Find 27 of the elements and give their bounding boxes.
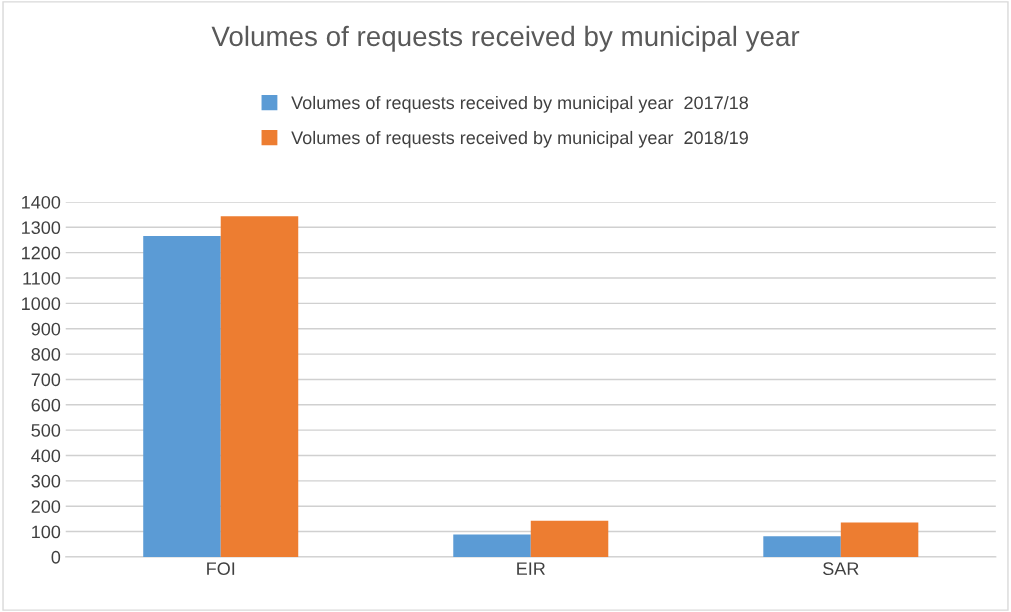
y-tick-label: 200 xyxy=(31,500,61,513)
y-tick-label: 600 xyxy=(31,398,61,412)
y-tick-label: 400 xyxy=(31,449,61,463)
y-tick-label: 1100 xyxy=(23,271,61,285)
y-tick-label: 800 xyxy=(31,348,61,361)
y-tick-label: 900 xyxy=(31,322,61,336)
bar xyxy=(143,235,221,557)
y-tick-label: 300 xyxy=(31,474,61,488)
bar xyxy=(220,216,299,557)
y-tick-label: 0 xyxy=(51,550,61,564)
y-tick-label: 500 xyxy=(31,424,61,437)
bar xyxy=(840,522,919,557)
y-tick-label: 1200 xyxy=(22,246,61,260)
y-tick-label: 1300 xyxy=(22,221,61,235)
legend-label: Volumes of requests received by municipal year 2017/18 xyxy=(291,95,749,113)
legend-label: Volumes of requests received by municipal year 2018/19 xyxy=(291,130,748,148)
bar xyxy=(453,534,531,557)
bar xyxy=(530,520,609,557)
x-tick-label: FOI xyxy=(207,562,235,576)
y-tick-label: 1000 xyxy=(22,297,61,311)
y-tick-label: 1400 xyxy=(22,195,61,209)
y-tick-label: 100 xyxy=(32,525,61,539)
y-tick-label: 700 xyxy=(31,373,61,387)
x-tick-label: EIR xyxy=(517,562,545,575)
bar xyxy=(763,536,841,557)
x-tick-label: SAR xyxy=(823,562,859,576)
chart-title: Volumes of requests received by municipal year xyxy=(211,25,800,52)
